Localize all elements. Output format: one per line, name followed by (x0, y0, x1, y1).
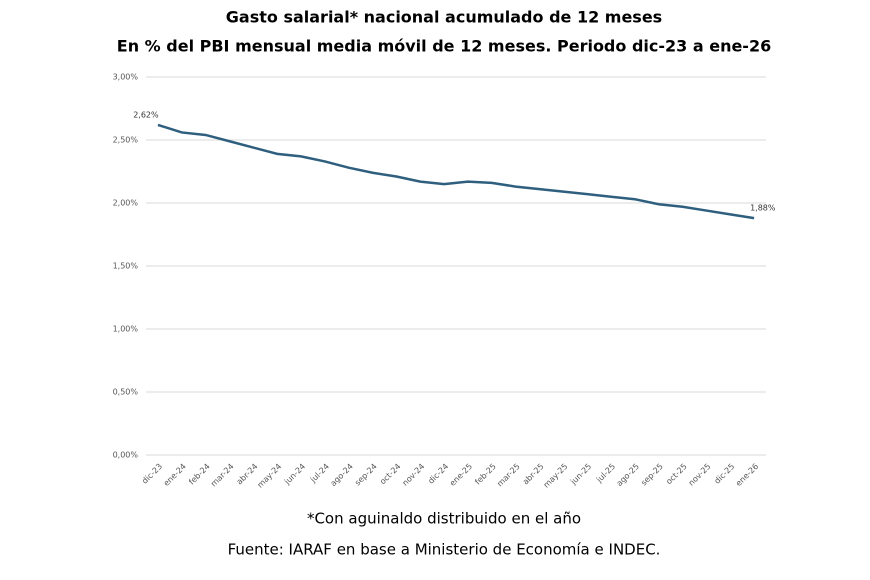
x-tick-label: oct-24 (378, 462, 402, 486)
x-tick-label: feb-24 (187, 462, 212, 487)
y-tick-label: 3,00% (113, 73, 139, 82)
x-tick-label: mar-24 (209, 462, 236, 489)
x-tick-label: dic-25 (713, 462, 737, 486)
x-tick-label: oct-25 (664, 462, 688, 486)
x-tick-label: jun-24 (282, 462, 307, 487)
y-tick-label: 0,00% (113, 451, 139, 460)
x-tick-label: ene-26 (734, 462, 760, 488)
x-tick-label: dic-24 (426, 462, 450, 486)
y-tick-label: 0,50% (113, 388, 139, 397)
x-tick-label: may-25 (542, 462, 570, 490)
y-tick-label: 1,50% (113, 262, 139, 271)
data-line (157, 123, 755, 220)
x-tick-label: may-24 (256, 462, 284, 490)
x-tick-label: sep-25 (639, 462, 665, 488)
x-tick-label: mar-25 (495, 462, 522, 489)
y-tick-label: 1,00% (113, 325, 139, 334)
x-tick-label: ene-24 (162, 462, 188, 488)
x-tick-label: dic-23 (140, 462, 164, 486)
chart-title: Gasto salarial* nacional acumulado de 12… (226, 8, 662, 27)
y-tick-label: 2,50% (113, 136, 139, 145)
x-tick-label: ago-25 (615, 462, 641, 488)
x-tick-label: nov-25 (687, 462, 713, 488)
data-label: 1,88% (750, 204, 776, 213)
x-tick-label: jun-25 (568, 462, 593, 487)
x-tick-label: nov-24 (401, 462, 427, 488)
x-tick-label: sep-24 (353, 462, 379, 488)
y-tick-label: 2,00% (113, 199, 139, 208)
footnote: *Con aguinaldo distribuido en el año (307, 510, 581, 528)
chart-subtitle: En % del PBI mensual media móvil de 12 m… (117, 37, 771, 56)
x-tick-label: feb-25 (473, 462, 498, 487)
x-tick-label: ago-24 (329, 462, 355, 488)
x-tick-label: ene-25 (448, 462, 474, 488)
source: Fuente: IARAF en base a Ministerio de Ec… (228, 541, 661, 559)
data-label: 2,62% (133, 110, 159, 119)
